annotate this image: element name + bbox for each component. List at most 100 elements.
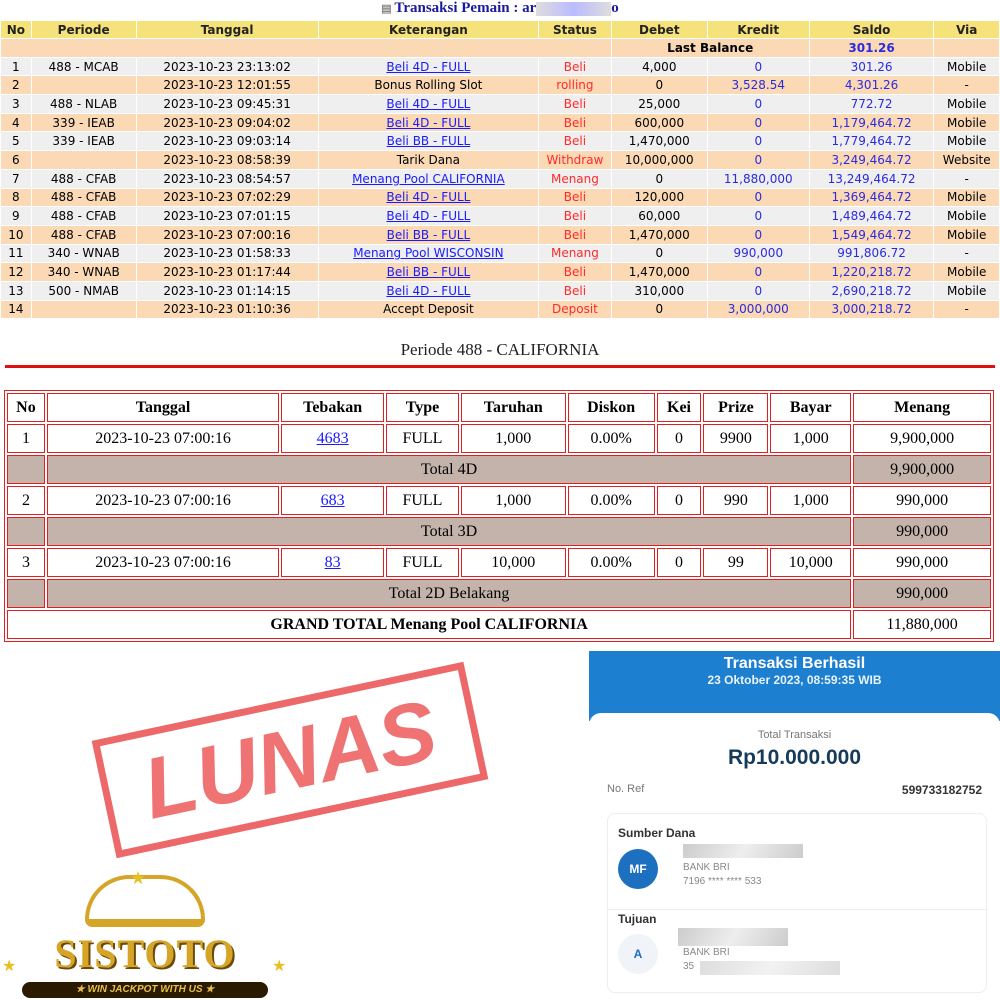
- keterangan-link[interactable]: Beli 4D - FULL: [386, 115, 471, 130]
- receipt-header: Transaksi Berhasil 23 Oktober 2023, 08:5…: [589, 651, 1000, 721]
- cell-tebakan: 83: [281, 548, 385, 577]
- cell-no: 9: [1, 207, 31, 225]
- cell-no: 14: [1, 300, 31, 319]
- cell-saldo: 3,000,218.72: [809, 300, 934, 319]
- tebakan-link[interactable]: 4683: [316, 429, 349, 447]
- cell-via: -: [934, 76, 999, 95]
- cell-keterangan: Beli BB - FULL: [318, 132, 539, 151]
- tebakan-link[interactable]: 83: [324, 553, 341, 571]
- cell-periode: 488 - NLAB: [31, 95, 136, 113]
- cell-tanggal: 2023-10-23 01:10:36: [136, 300, 318, 319]
- cell-tanggal: 2023-10-23 09:03:14: [136, 132, 318, 151]
- dest-avatar: A: [618, 934, 658, 974]
- cell-saldo: 2,690,218.72: [809, 281, 934, 300]
- cell-debet: 1,470,000: [611, 263, 707, 281]
- keterangan-link[interactable]: Beli 4D - FULL: [386, 190, 471, 205]
- keterangan-link[interactable]: Beli 4D - FULL: [386, 209, 471, 224]
- cell-no: 11: [1, 244, 31, 263]
- doc-icon: ▤: [381, 3, 395, 15]
- cell-debet: 10,000,000: [611, 151, 707, 169]
- tebakan-link[interactable]: 683: [320, 491, 345, 509]
- cell-bayar: 1,000: [770, 486, 852, 515]
- dest-bank: BANK BRI: [683, 947, 730, 958]
- cell-tanggal: 2023-10-23 23:13:02: [136, 57, 318, 76]
- cell-kredit: 0: [707, 132, 809, 151]
- cell-diskon: 0.00%: [567, 424, 655, 453]
- cell-kredit: 3,528.54: [707, 76, 809, 95]
- bet-row: 2 2023-10-23 07:00:16 683 FULL 1,000 0.00% 0 99…: [7, 486, 991, 515]
- dest-label: Tujuan: [618, 912, 657, 926]
- cell-saldo: 13,249,464.72: [809, 169, 934, 188]
- empty-cell: [7, 579, 45, 608]
- periode-title: Periode 488 - CALIFORNIA: [400, 340, 600, 359]
- sistoto-logo: ★ ★ ★ SISTOTO ★ WIN JACKPOT WITH US ★: [0, 870, 290, 1000]
- table-row: 3 488 - NLAB 2023-10-23 09:45:31 Beli 4D - …: [1, 95, 999, 113]
- redacted-source-name: [683, 844, 803, 858]
- total-row: Total 2D Belakang 990,000: [7, 579, 991, 608]
- keterangan-link[interactable]: Beli 4D - FULL: [386, 283, 471, 298]
- star-icon: ★: [2, 956, 17, 975]
- column-header: Diskon: [567, 393, 655, 422]
- last-balance-value: 301.26: [809, 39, 934, 57]
- cell-tanggal: 2023-10-23 07:00:16: [46, 486, 280, 515]
- divider: [608, 909, 988, 910]
- cell-keterangan: Menang Pool CALIFORNIA: [318, 169, 539, 188]
- bet-row: 3 2023-10-23 07:00:16 83 FULL 10,000 0.00% 0 99…: [7, 548, 991, 577]
- column-header: Kredit: [707, 21, 809, 38]
- logo-tagline: ★ WIN JACKPOT WITH US ★: [22, 982, 268, 998]
- transaction-table: No Periode Tanggal Keterangan Status Debet Kre…: [0, 20, 1000, 319]
- cell-tanggal: 2023-10-23 07:02:29: [136, 188, 318, 207]
- cell-taruhan: 1,000: [460, 486, 566, 515]
- cell-prize: 990: [703, 486, 769, 515]
- cell-keterangan: Tarik Dana: [318, 151, 539, 169]
- cell-prize: 9900: [703, 424, 769, 453]
- cell-tanggal: 2023-10-23 09:45:31: [136, 95, 318, 113]
- cell-via: Mobile: [934, 132, 999, 151]
- page-title: ▤ Transaksi Pemain : ar o: [381, 0, 619, 16]
- keterangan-link[interactable]: Beli BB - FULL: [386, 134, 471, 149]
- cell-debet: 120,000: [611, 188, 707, 207]
- keterangan-link[interactable]: Beli 4D - FULL: [386, 59, 471, 74]
- cell-periode: 500 - NMAB: [31, 281, 136, 300]
- cell-status: Beli: [539, 188, 611, 207]
- keterangan-link[interactable]: Menang Pool WISCONSIN: [353, 246, 504, 261]
- keterangan-link[interactable]: Menang Pool CALIFORNIA: [352, 171, 505, 186]
- total-amount: Rp10.000.000: [727, 746, 862, 769]
- cell-periode: 488 - CFAB: [31, 225, 136, 244]
- cell-debet: 0: [611, 300, 707, 319]
- column-header: No: [1, 21, 31, 38]
- cell-kredit: 0: [707, 281, 809, 300]
- table-row: 14 2023-10-23 01:10:36 Accept Deposit Depos…: [1, 300, 999, 319]
- cell-periode: [31, 151, 136, 169]
- cell-status: Beli: [539, 225, 611, 244]
- cell-saldo: 1,549,464.72: [809, 225, 934, 244]
- cell-status: Beli: [539, 57, 611, 76]
- total-value: 990,000: [853, 579, 991, 608]
- table-row: 7 488 - CFAB 2023-10-23 08:54:57 Menang Poo…: [1, 169, 999, 188]
- cell-no: 6: [1, 151, 31, 169]
- cell-menang: 990,000: [853, 486, 991, 515]
- cell-tanggal: 2023-10-23 07:00:16: [136, 225, 318, 244]
- column-header: No: [7, 393, 45, 422]
- cell-menang: 9,900,000: [853, 424, 991, 453]
- bet-row: 1 2023-10-23 07:00:16 4683 FULL 1,000 0.00% 0 9…: [7, 424, 991, 453]
- cell-no: 4: [1, 113, 31, 132]
- keterangan-link[interactable]: Beli BB - FULL: [386, 265, 471, 280]
- cell-no: 2: [7, 486, 45, 515]
- receipt-title: Transaksi Berhasil: [723, 655, 866, 672]
- cell-status: Beli: [539, 281, 611, 300]
- total-label: Total 2D Belakang: [46, 579, 852, 608]
- keterangan-link[interactable]: Beli BB - FULL: [386, 227, 471, 242]
- cell-saldo: 772.72: [809, 95, 934, 113]
- keterangan-link[interactable]: Beli 4D - FULL: [386, 96, 471, 111]
- cell-status: rolling: [539, 76, 611, 95]
- cell-status: Beli: [539, 263, 611, 281]
- periode-table: No Tanggal Tebakan Type Taruhan Diskon Kei Priz…: [4, 390, 994, 642]
- cell-via: Mobile: [934, 188, 999, 207]
- cell-kredit: 11,880,000: [707, 169, 809, 188]
- cell-via: Mobile: [934, 95, 999, 113]
- cell-debet: 1,470,000: [611, 225, 707, 244]
- cell-debet: 0: [611, 169, 707, 188]
- last-balance-label: Last Balance: [611, 39, 809, 57]
- cell-kei: 0: [656, 424, 702, 453]
